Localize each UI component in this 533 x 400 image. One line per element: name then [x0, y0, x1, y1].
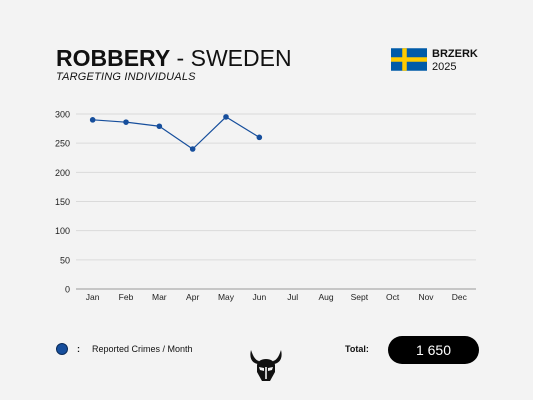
- y-axis-ticks: 0 50 100 150 200 250 300: [55, 110, 70, 295]
- data-point: [223, 114, 229, 120]
- x-tick-label: May: [218, 292, 235, 302]
- y-tick-label: 150: [55, 197, 70, 207]
- x-axis-ticks: Jan Feb Mar Apr May Jun Jul Aug Sept Oct Nov Dec: [86, 292, 468, 302]
- x-tick-label: Jun: [252, 292, 266, 302]
- x-tick-label: Dec: [452, 292, 468, 302]
- x-tick-label: Nov: [418, 292, 434, 302]
- series-line-path: [92, 116, 260, 150]
- x-tick-label: Aug: [318, 292, 333, 302]
- x-tick-label: Apr: [186, 292, 199, 302]
- series-line: [92, 116, 260, 150]
- legend-marker: [56, 343, 68, 355]
- total-label: Total:: [345, 344, 369, 354]
- title-separator: -: [170, 45, 191, 71]
- country-name: SWEDEN: [190, 45, 292, 71]
- data-point: [156, 123, 163, 130]
- brand-text: BRZERK 2025: [432, 48, 478, 73]
- data-point: [189, 146, 196, 152]
- crime-type: ROBBERY: [56, 45, 171, 71]
- x-tick-label: Feb: [119, 292, 134, 302]
- y-tick-label: 100: [55, 226, 70, 236]
- total-value: 1 650: [388, 336, 479, 364]
- viking-helmet-logo-icon: [250, 350, 282, 381]
- subtitle: TARGETING INDIVIDUALS: [56, 71, 196, 83]
- y-tick-label: 200: [55, 168, 70, 178]
- series-points: [89, 114, 263, 152]
- x-tick-label: Mar: [152, 292, 167, 302]
- y-tick-label: 0: [65, 285, 70, 295]
- x-tick-label: Sept: [351, 292, 369, 302]
- page-title: ROBBERY - SWEDEN: [56, 44, 292, 72]
- chart-legend: : Reported Crimes / Month: [56, 343, 193, 355]
- y-tick-label: 300: [55, 110, 70, 120]
- legend-label: Reported Crimes / Month: [92, 344, 193, 354]
- y-tick-label: 50: [60, 255, 70, 265]
- data-point: [89, 117, 96, 123]
- brand-block: BRZERK 2025: [391, 48, 478, 73]
- legend-colon: :: [77, 344, 80, 354]
- x-tick-label: Jul: [287, 292, 298, 302]
- brand-name: BRZERK: [432, 48, 478, 60]
- brand-year: 2025: [432, 61, 457, 73]
- y-tick-label: 250: [55, 139, 70, 149]
- data-point: [256, 134, 263, 141]
- chart-grid: [76, 113, 476, 290]
- x-tick-label: Oct: [386, 292, 400, 302]
- x-tick-label: Jan: [86, 292, 100, 302]
- data-point: [123, 119, 129, 125]
- sweden-flag-icon: [391, 48, 427, 71]
